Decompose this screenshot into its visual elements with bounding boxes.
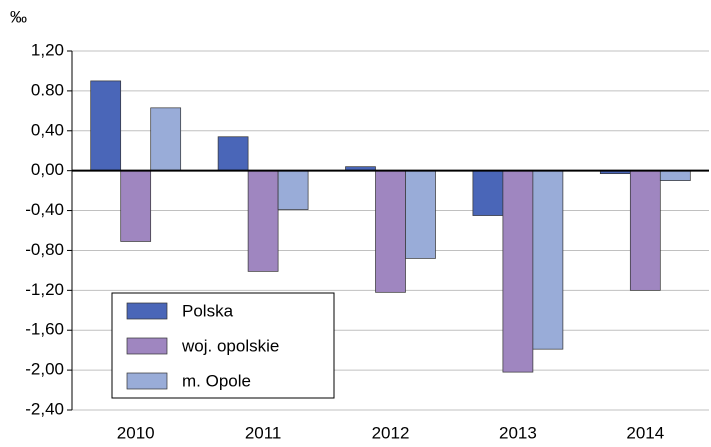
legend-swatch xyxy=(126,372,168,390)
x-tick-label: 2014 xyxy=(626,423,664,442)
bar xyxy=(217,136,249,172)
bar xyxy=(472,170,504,216)
y-tick-label: -1,20 xyxy=(25,280,64,299)
x-tick-label: 2012 xyxy=(372,423,410,442)
bar xyxy=(247,170,279,272)
legend-swatch xyxy=(126,337,168,355)
y-tick-label: -0,40 xyxy=(25,200,64,219)
bar xyxy=(659,170,691,181)
y-tick-label: -1,60 xyxy=(25,320,64,339)
legend-label: Polska xyxy=(182,301,234,320)
y-tick-label: 1,20 xyxy=(31,40,64,59)
y-unit-label: ‰ xyxy=(10,7,27,26)
legend-swatch xyxy=(126,302,168,320)
bar xyxy=(629,170,661,291)
bar xyxy=(502,170,534,373)
bar xyxy=(120,170,152,242)
bar xyxy=(150,107,182,172)
bar xyxy=(405,170,436,259)
bar xyxy=(277,170,309,210)
y-tick-label: 0,40 xyxy=(31,120,64,139)
y-tick-label: -2,00 xyxy=(25,360,64,379)
legend-label: woj. opolskie xyxy=(181,336,279,355)
y-tick-label: 0,00 xyxy=(31,160,64,179)
x-tick-label: 2010 xyxy=(117,423,155,442)
x-tick-label: 2013 xyxy=(499,423,537,442)
y-tick-label: -2,40 xyxy=(25,399,64,418)
legend-label: m. Opole xyxy=(182,371,251,390)
bar xyxy=(532,170,564,350)
x-tick-label: 2011 xyxy=(245,423,282,442)
bar xyxy=(375,170,406,293)
y-tick-label: -0,80 xyxy=(25,240,64,259)
bar xyxy=(90,80,122,172)
y-tick-label: 0.80 xyxy=(31,80,64,99)
